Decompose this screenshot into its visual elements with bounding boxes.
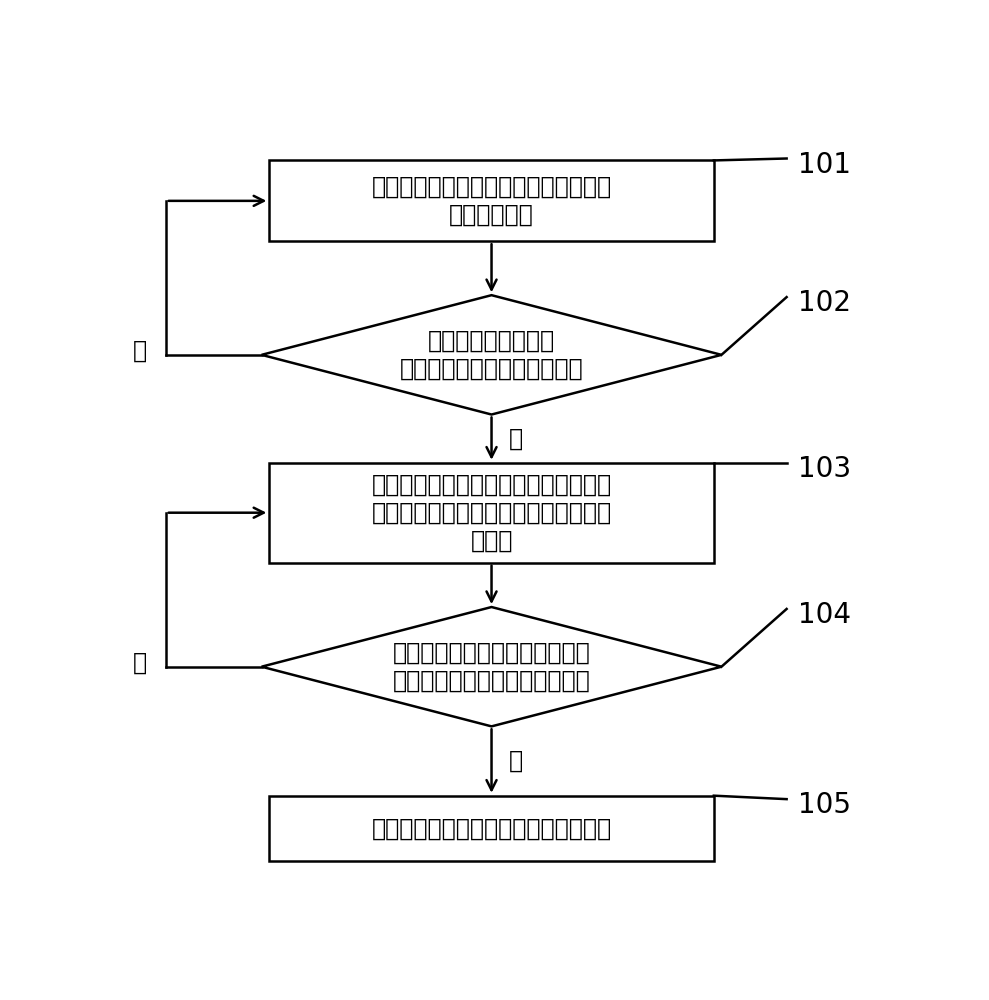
Text: 瞬态补偿控制器判断是否接收到
第一绝压传感器的反馈压降信号: 瞬态补偿控制器判断是否接收到 第一绝压传感器的反馈压降信号 — [393, 641, 590, 693]
Text: 105: 105 — [798, 791, 852, 819]
Text: 101: 101 — [798, 151, 852, 179]
Text: 瞬态补偿控制器监测第二绝压传感器的
反馈压力信号: 瞬态补偿控制器监测第二绝压传感器的 反馈压力信号 — [372, 175, 611, 227]
FancyBboxPatch shape — [269, 160, 714, 241]
Text: 否: 否 — [133, 651, 146, 675]
Text: 是: 是 — [508, 749, 522, 773]
FancyBboxPatch shape — [269, 796, 714, 861]
Text: 瞬态补偿控制器在进气管压力与电流变
化率的脉普图中查找对应的燃气喷嘴工
作脉宽: 瞬态补偿控制器在进气管压力与电流变 化率的脉普图中查找对应的燃气喷嘴工 作脉宽 — [372, 473, 611, 552]
Text: 104: 104 — [798, 601, 852, 629]
Text: 103: 103 — [798, 455, 852, 483]
Text: 102: 102 — [798, 289, 852, 317]
FancyBboxPatch shape — [269, 463, 714, 563]
Polygon shape — [261, 607, 722, 726]
Text: 瞬态补偿控制器控制燃气喷嘴开始工作: 瞬态补偿控制器控制燃气喷嘴开始工作 — [372, 816, 611, 840]
Text: 是: 是 — [508, 427, 522, 451]
Text: 否: 否 — [133, 339, 146, 363]
Polygon shape — [261, 295, 722, 415]
Text: 瞬态补偿控制器判断
是否接收到电流变化率的信号: 瞬态补偿控制器判断 是否接收到电流变化率的信号 — [400, 329, 584, 381]
